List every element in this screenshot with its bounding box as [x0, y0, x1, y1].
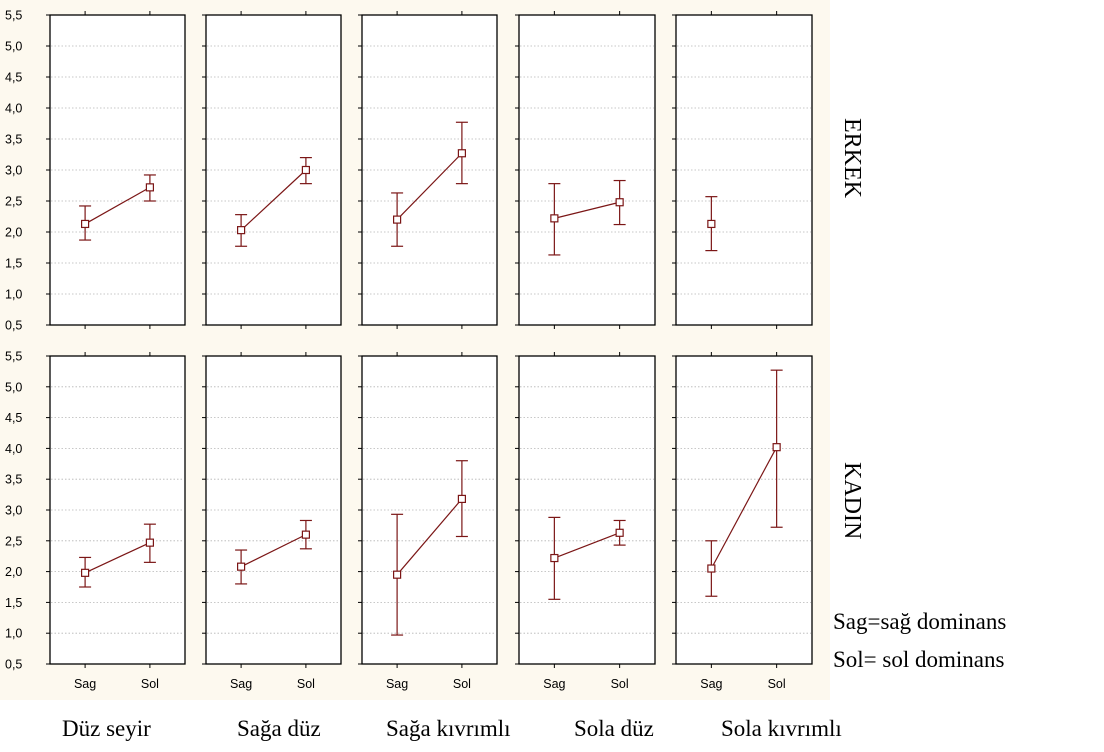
y-tick-label: 4,0: [5, 102, 22, 116]
mean-marker: [80, 568, 90, 577]
y-tick-label: 4,0: [5, 442, 22, 456]
legend-sag: Sag=sağ dominans: [833, 609, 1007, 634]
y-tick-label: 1,5: [5, 257, 22, 271]
mean-marker: [550, 214, 559, 223]
mean-marker: [707, 219, 716, 229]
mean-marker: [237, 226, 246, 235]
mean-marker: [145, 538, 154, 547]
mean-marker: [301, 165, 310, 175]
column-label-sola-duz: Sola düz: [574, 716, 654, 741]
mean-marker: [145, 183, 154, 192]
mean-marker: [457, 149, 466, 158]
y-tick-label: 1,0: [5, 627, 22, 641]
x-tick-label: Sol: [611, 677, 629, 691]
y-tick-label: 1,0: [5, 288, 22, 302]
y-tick-label: 2,5: [5, 195, 22, 209]
column-label-saga-duz: Sağa düz: [237, 716, 321, 741]
x-tick-label: Sag: [386, 677, 408, 691]
y-tick-label: 3,0: [5, 504, 22, 518]
x-tick-label: Sag: [230, 677, 252, 691]
y-tick-label: 4,5: [5, 411, 22, 425]
mean-marker: [80, 219, 90, 229]
y-tick-label: 4,5: [5, 71, 22, 85]
y-tick-label: 0,5: [5, 319, 22, 333]
x-tick-label: Sol: [297, 677, 315, 691]
x-tick-label: Sag: [543, 677, 565, 691]
y-tick-label: 3,5: [5, 473, 22, 487]
mean-marker: [393, 215, 402, 224]
mean-marker: [772, 443, 781, 452]
x-tick-label: Sol: [141, 677, 159, 691]
mean-marker: [550, 553, 559, 563]
y-tick-label: 5,0: [5, 380, 22, 394]
column-label-duz-seyir: Düz seyir: [62, 716, 151, 741]
mean-marker: [237, 562, 246, 571]
mean-marker: [301, 530, 310, 539]
series-line: [554, 532, 620, 559]
series-line: [240, 534, 307, 568]
series-line: [396, 498, 463, 576]
y-tick-label: 1,5: [5, 596, 22, 610]
mean-marker: [457, 494, 466, 504]
y-tick-label: 3,0: [5, 164, 22, 178]
column-label-sola-kivrimli: Sola kıvrımlı: [721, 716, 842, 741]
y-tick-label: 2,5: [5, 534, 22, 548]
y-tick-label: 3,5: [5, 133, 22, 147]
y-tick-label: 5,5: [5, 350, 22, 364]
x-tick-label: Sol: [453, 677, 471, 691]
legend-sol: Sol= sol dominans: [833, 647, 1005, 672]
series-line: [396, 152, 463, 221]
y-tick-label: 5,0: [5, 40, 22, 54]
x-tick-label: Sag: [700, 677, 722, 691]
series-line: [84, 186, 151, 225]
series-line: [554, 201, 620, 219]
x-tick-label: Sag: [74, 677, 96, 691]
y-tick-label: 2,0: [5, 565, 22, 579]
series-line: [710, 446, 778, 569]
row-label-erkek: ERKEK: [839, 118, 865, 198]
series-line: [240, 169, 307, 231]
series-line: [84, 542, 151, 574]
y-tick-label: 5,5: [5, 9, 22, 23]
mean-marker: [615, 198, 624, 207]
mean-marker: [707, 564, 716, 573]
panel-chart: 0,5 1,0 1,5 2,0 2,5 3,0 3,5 4,0 4,5 5,0 5,5 0,5 1,0 1…: [0, 0, 830, 700]
mean-marker: [393, 570, 402, 579]
y-tick-label: 2,0: [5, 226, 22, 240]
y-tick-label: 0,5: [5, 658, 22, 672]
column-label-saga-kivrimli: Sağa kıvrımlı: [386, 716, 511, 741]
x-tick-label: Sol: [768, 677, 786, 691]
mean-marker: [615, 528, 624, 537]
row-label-kadin: KADIN: [839, 462, 865, 540]
